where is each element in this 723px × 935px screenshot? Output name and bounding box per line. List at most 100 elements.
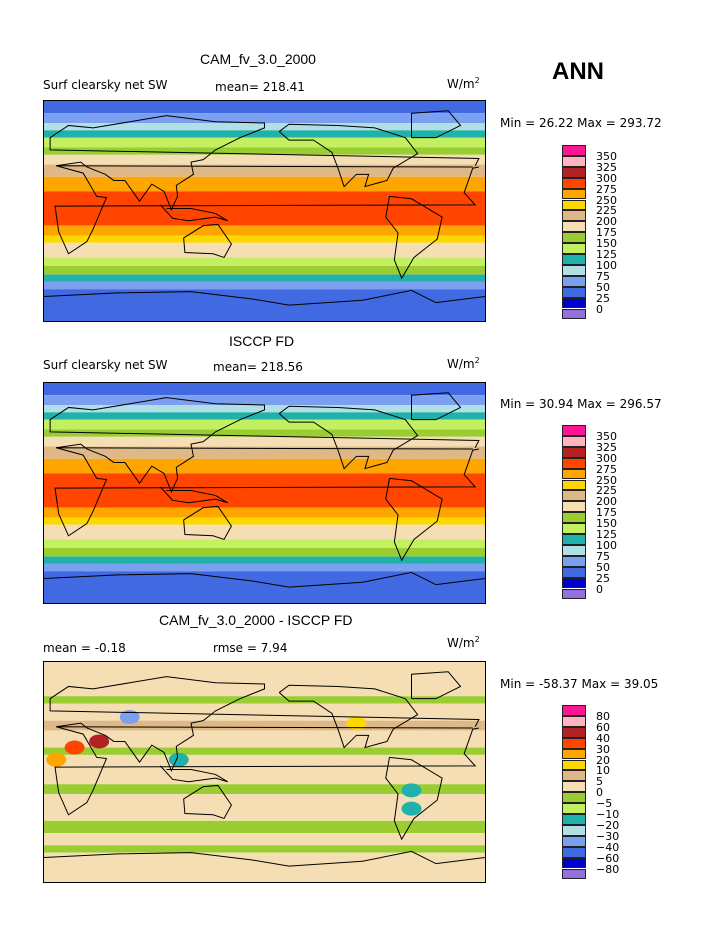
contour-band	[44, 289, 485, 321]
contour-band	[44, 571, 485, 603]
anomaly-blob	[89, 734, 110, 749]
colorbar-label: 225	[596, 484, 617, 498]
colorbar-swatch	[562, 490, 586, 502]
colorbar-label: 75	[596, 269, 610, 283]
colorbar-label: 60	[596, 720, 610, 734]
colorbar-swatch	[562, 846, 586, 858]
units-exponent: 2	[474, 356, 480, 365]
colorbar-swatch	[562, 726, 586, 738]
coastline	[49, 115, 480, 212]
colorbar-swatch	[562, 468, 586, 480]
coastline	[278, 684, 419, 749]
minmax-label: Min = 30.94 Max = 296.57	[500, 397, 662, 411]
contour-band	[44, 147, 485, 155]
colorbar-label: 100	[596, 538, 617, 552]
colorbar-label: 0	[596, 786, 603, 800]
coastline	[385, 756, 443, 841]
coastline	[160, 486, 229, 504]
anomaly-blob	[401, 783, 422, 798]
colorbar-label: 175	[596, 506, 617, 520]
colorbar-swatch	[562, 748, 586, 760]
colorbar-label: −30	[596, 829, 620, 843]
coastline	[183, 223, 233, 259]
contour-band	[44, 662, 485, 697]
colorbar-label: 50	[596, 560, 610, 574]
colorbar-swatch	[562, 243, 586, 254]
contour-band	[44, 458, 485, 474]
coastline	[54, 726, 479, 816]
contour-band	[44, 113, 485, 123]
colorbar-swatch	[562, 544, 586, 556]
colorbar-swatch	[562, 221, 586, 233]
colorbar-label: 125	[596, 248, 617, 261]
colorbar-swatch	[562, 770, 586, 782]
colorbar-label: 25	[596, 291, 610, 305]
colorbar-swatch	[562, 232, 586, 244]
colorbar-label: 300	[596, 171, 617, 185]
colorbar-label: 200	[596, 215, 617, 229]
units-text: W/m	[447, 357, 475, 371]
contour-band	[44, 429, 485, 437]
contour-band	[44, 274, 485, 282]
colorbar-label: 30	[596, 742, 610, 756]
coastline	[49, 676, 480, 773]
minmax-label: Min = -58.37 Max = 39.05	[500, 677, 659, 691]
contour-band	[44, 730, 485, 748]
contour-band	[44, 852, 485, 882]
colorbar-swatch	[562, 425, 586, 436]
mean-label: mean= 218.56	[213, 360, 303, 374]
colorbar-label: 5	[596, 775, 603, 789]
season-label: ANN	[552, 58, 604, 85]
colorbar-swatch	[562, 501, 586, 513]
colorbar-swatch	[562, 435, 586, 447]
colorbar-swatch	[562, 835, 586, 847]
colorbar-label: 275	[596, 462, 617, 476]
contour-band	[44, 703, 485, 721]
colorbar-label: −40	[596, 840, 620, 854]
colorbar-label: −20	[596, 818, 620, 832]
colorbar-label: 250	[596, 473, 617, 487]
anomaly-blob	[64, 740, 85, 755]
anomaly-blob	[119, 710, 140, 724]
colorbar-label: 175	[596, 226, 617, 240]
coastline	[278, 123, 419, 188]
variable-label: Surf clearsky net SW	[43, 358, 168, 372]
contour-band	[44, 696, 485, 704]
colorbar-swatch	[562, 824, 586, 836]
map-canvas	[43, 383, 486, 603]
colorbar-swatch	[562, 759, 586, 771]
colorbar-swatch	[562, 715, 586, 727]
contour-band	[44, 101, 485, 114]
coastline	[49, 397, 480, 494]
map-diff	[43, 661, 486, 883]
map-canvas	[43, 662, 486, 882]
contour-band	[44, 281, 485, 290]
contour-band	[44, 833, 485, 846]
colorbar-label: 150	[596, 517, 617, 531]
colorbar-label: 350	[596, 429, 617, 443]
colorbar-swatch	[562, 868, 586, 880]
colorbar-label: 275	[596, 182, 617, 196]
colorbar-swatch	[562, 199, 586, 211]
rmse-label: rmse = 7.94	[213, 641, 288, 655]
contour-band	[44, 242, 485, 258]
units-exponent: 2	[474, 76, 480, 85]
contour-band	[44, 395, 485, 405]
coastline	[183, 784, 233, 820]
colorbar-label: 0	[596, 302, 603, 316]
colorbar-label: 80	[596, 709, 610, 723]
contour-band	[44, 820, 485, 834]
colorbar-label: 200	[596, 495, 617, 509]
mean-label: mean= 218.41	[215, 80, 305, 94]
contour-band	[44, 412, 485, 420]
panel-title: CAM_fv_3.0_2000	[200, 51, 316, 67]
contour-band	[44, 539, 485, 548]
colorbar-label: 150	[596, 237, 617, 251]
colorbar-swatch	[562, 534, 586, 545]
contour-band	[44, 436, 485, 447]
contour-band	[44, 176, 485, 192]
colorbar-swatch	[562, 275, 586, 287]
coastline	[411, 671, 462, 700]
contour-band	[44, 419, 485, 430]
colorbar-swatch	[562, 737, 586, 749]
